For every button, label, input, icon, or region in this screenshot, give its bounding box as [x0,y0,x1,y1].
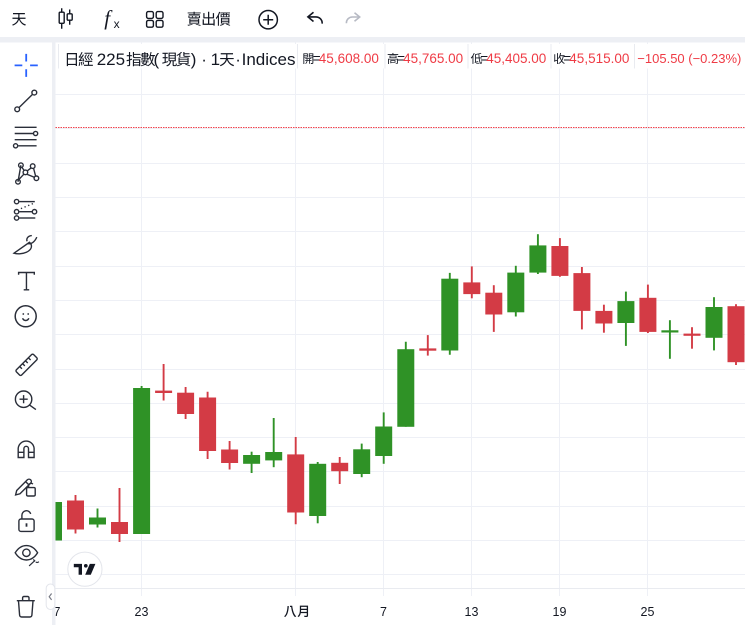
svg-text:25: 25 [641,605,655,619]
svg-text:Indices: Indices [242,50,296,69]
svg-text:45,405.00: 45,405.00 [486,51,546,66]
svg-text:=: = [480,51,488,66]
svg-text:·: · [201,50,207,69]
svg-text:19: 19 [553,605,567,619]
svg-text:x: x [114,17,120,31]
svg-text:45,515.00: 45,515.00 [569,51,629,66]
svg-text:45,765.00: 45,765.00 [403,51,463,66]
svg-text:7: 7 [380,605,387,619]
svg-text:23: 23 [135,605,149,619]
svg-text:): ) [191,50,197,69]
svg-text:=: = [313,51,321,66]
svg-text:1: 1 [211,50,220,69]
svg-text:45,608.00: 45,608.00 [319,51,379,66]
svg-text:17: 17 [47,605,61,619]
svg-text:=: = [563,51,571,66]
svg-text:225: 225 [97,50,125,69]
svg-text:·: · [235,50,241,69]
svg-text:13: 13 [465,605,479,619]
svg-text:(: ( [154,50,160,69]
svg-text:=: = [397,51,405,66]
svg-text:f: f [104,6,113,30]
svg-text:−105.50 (−0.23%): −105.50 (−0.23%) [637,51,741,66]
